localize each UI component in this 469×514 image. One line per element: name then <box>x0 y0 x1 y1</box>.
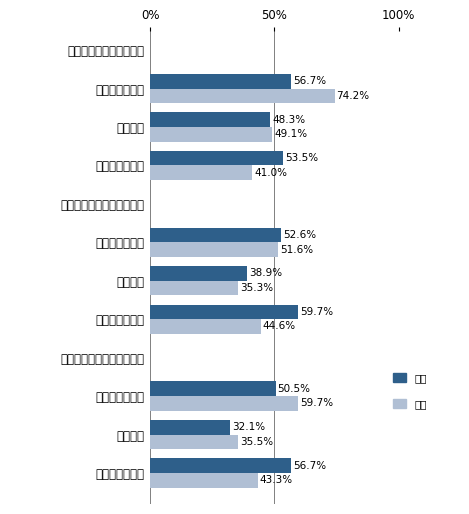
Text: 35.5%: 35.5% <box>240 437 273 447</box>
Bar <box>150 381 276 396</box>
Text: 44.6%: 44.6% <box>263 321 296 332</box>
Bar <box>150 74 291 88</box>
Text: 49.1%: 49.1% <box>274 129 307 139</box>
Text: 43.3%: 43.3% <box>260 475 293 485</box>
Text: 74.2%: 74.2% <box>336 91 370 101</box>
Text: 35.3%: 35.3% <box>240 283 273 293</box>
Bar <box>150 242 278 257</box>
Legend: 男性, 女性: 男性, 女性 <box>389 369 431 413</box>
Text: 56.7%: 56.7% <box>293 76 326 86</box>
Text: 59.7%: 59.7% <box>301 398 333 409</box>
Bar <box>150 458 291 473</box>
Text: 53.5%: 53.5% <box>285 153 318 163</box>
Bar <box>150 113 270 127</box>
Bar <box>150 266 247 281</box>
Bar <box>150 473 257 488</box>
Bar <box>150 166 252 180</box>
Bar <box>150 319 261 334</box>
Text: 51.6%: 51.6% <box>280 245 313 254</box>
Text: 52.6%: 52.6% <box>283 230 316 240</box>
Text: 38.9%: 38.9% <box>249 268 282 279</box>
Text: 56.7%: 56.7% <box>293 461 326 471</box>
Bar <box>150 396 298 411</box>
Bar <box>150 228 281 242</box>
Text: 48.3%: 48.3% <box>272 115 305 125</box>
Bar <box>150 281 238 296</box>
Bar <box>150 434 238 449</box>
Bar <box>150 305 298 319</box>
Bar <box>150 420 230 434</box>
Text: 32.1%: 32.1% <box>232 422 265 432</box>
Text: 50.5%: 50.5% <box>278 384 310 394</box>
Bar <box>150 151 283 166</box>
Text: 59.7%: 59.7% <box>301 307 333 317</box>
Bar <box>150 127 272 141</box>
Bar <box>150 88 334 103</box>
Text: 41.0%: 41.0% <box>254 168 287 178</box>
